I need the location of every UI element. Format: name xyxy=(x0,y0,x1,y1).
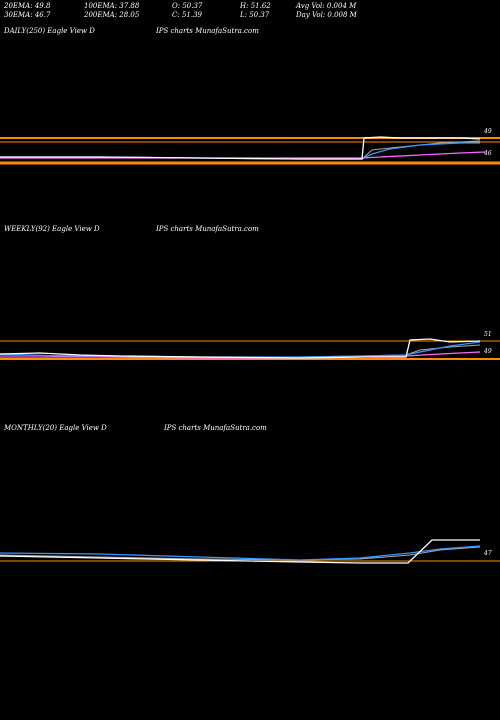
weekly-price-line xyxy=(0,338,481,359)
stats-header: 20EMA: 49.8 100EMA: 37.88 O: 50.37 H: 51… xyxy=(4,2,496,22)
weekly-panel: 51 49 xyxy=(0,331,500,360)
stat-100ema: 100EMA: 37.88 xyxy=(84,2,140,10)
daily-panel-label: DAILY(250) Eagle View D xyxy=(4,27,95,35)
weekly-axis-label-0: 51 xyxy=(484,331,492,338)
weekly-panel-watermark: IPS charts MunafaSutra.com xyxy=(156,225,259,233)
monthly-panel-watermark: IPS charts MunafaSutra.com xyxy=(164,424,267,432)
stat-200ema: 200EMA: 28.05 xyxy=(84,11,140,19)
daily-axis-label-0: 49 xyxy=(483,128,492,135)
stat-open: O: 50.37 xyxy=(172,2,203,10)
daily-price-line xyxy=(0,136,481,160)
daily-axis-label-1: 46 xyxy=(483,150,492,157)
daily-panel: 49 46 xyxy=(0,128,500,165)
stat-close: C: 51.39 xyxy=(172,11,202,19)
weekly-axis-label-1: 49 xyxy=(483,348,492,355)
stat-day-vol: Day Vol: 0.008 M xyxy=(296,11,357,19)
daily-ema-grey xyxy=(0,140,481,160)
weekly-ema-blue xyxy=(0,341,481,358)
monthly-price-line xyxy=(0,539,480,564)
stat-avg-vol: Avg Vol: 0.004 M xyxy=(296,2,357,10)
weekly-panel-label: WEEKLY(92) Eagle View D xyxy=(4,225,100,233)
daily-panel-watermark: IPS charts MunafaSutra.com xyxy=(156,27,259,35)
stat-high: H: 51.62 xyxy=(240,2,271,10)
monthly-panel-label: MONTHLY(20) Eagle View D xyxy=(4,424,107,432)
monthly-ema-blue xyxy=(0,545,481,561)
stat-20ema: 20EMA: 49.8 xyxy=(4,2,51,10)
stat-low: L: 50.37 xyxy=(240,11,270,19)
monthly-axis-label-0: 47 xyxy=(483,550,492,557)
monthly-panel: 47 xyxy=(0,539,500,564)
stat-30ema: 30EMA: 46.7 xyxy=(4,11,51,19)
